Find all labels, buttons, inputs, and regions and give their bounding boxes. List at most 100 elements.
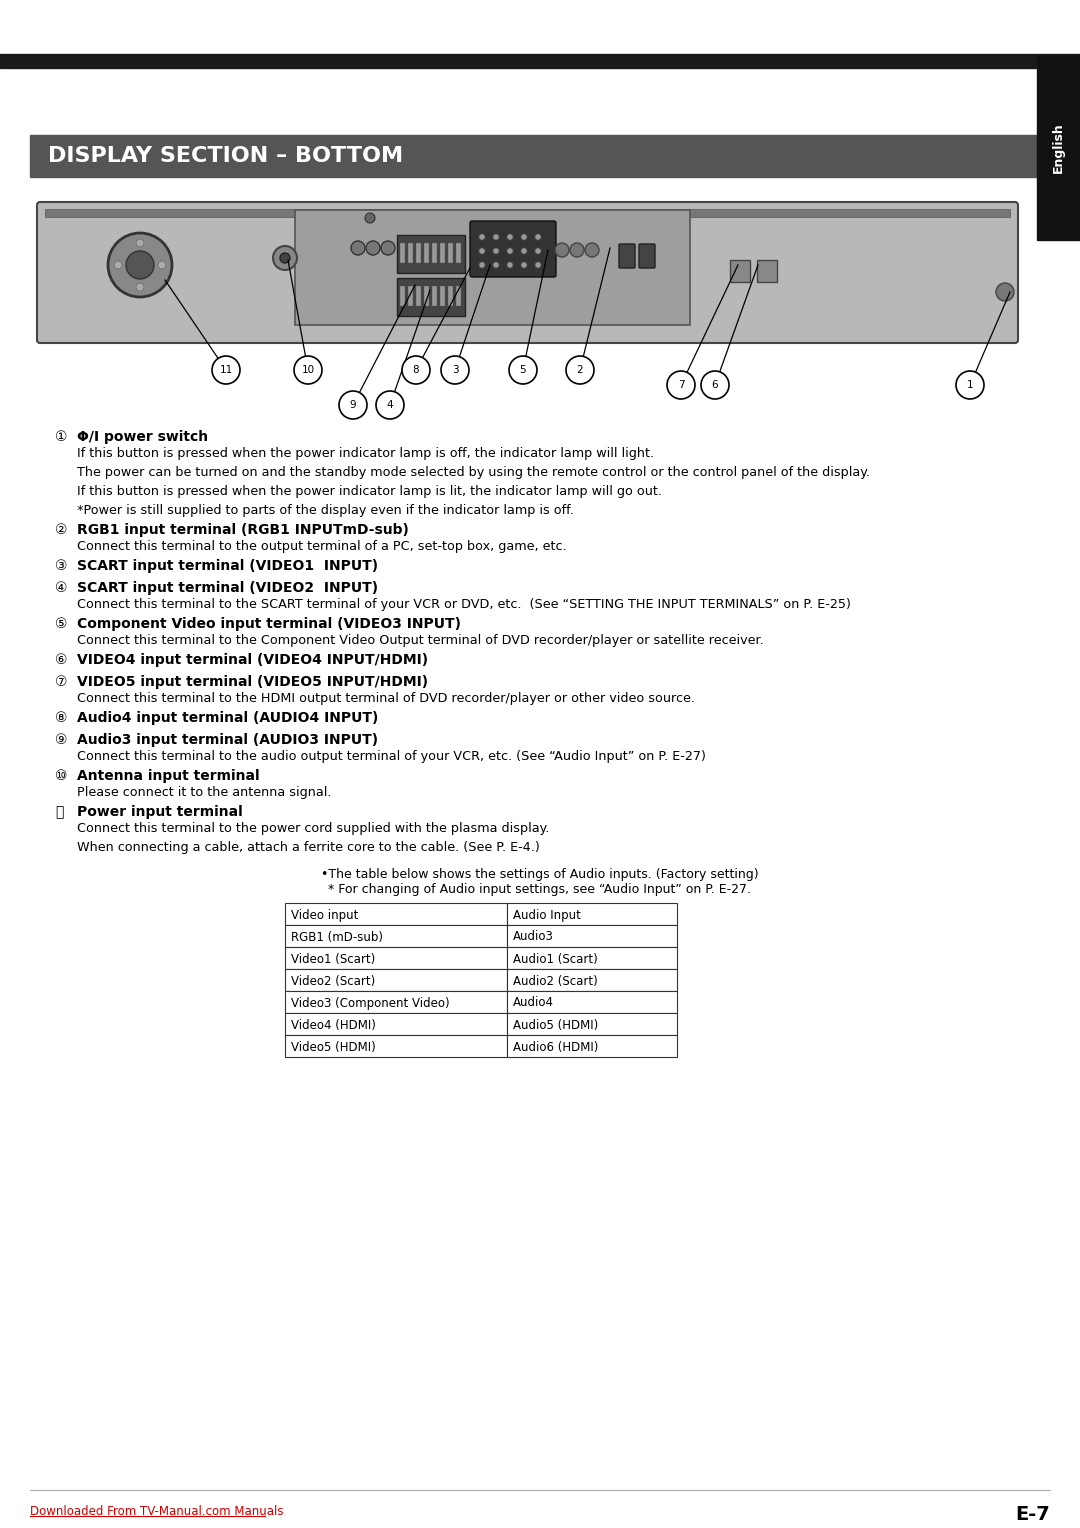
Text: 8: 8 (413, 365, 419, 374)
Text: •The table below shows the settings of Audio inputs. (Factory setting): •The table below shows the settings of A… (321, 868, 759, 882)
Text: SCART input terminal (VIDEO1  INPUT): SCART input terminal (VIDEO1 INPUT) (77, 559, 378, 573)
Bar (507, 969, 677, 992)
Circle shape (555, 243, 569, 257)
Text: ③: ③ (55, 559, 67, 573)
Circle shape (535, 248, 541, 254)
Bar (0, 53, 1080, 69)
Text: ⑦: ⑦ (55, 675, 67, 689)
Bar (424, 286, 429, 306)
Text: Video5 (HDMI): Video5 (HDMI) (291, 1041, 376, 1053)
Bar (295, 209, 690, 325)
Text: Video input: Video input (291, 909, 359, 921)
Text: Video4 (HDMI): Video4 (HDMI) (291, 1019, 376, 1031)
FancyBboxPatch shape (470, 222, 556, 277)
Bar (285, 1034, 507, 1057)
Text: Audio5 (HDMI): Audio5 (HDMI) (513, 1019, 598, 1031)
Circle shape (212, 356, 240, 384)
Text: If this button is pressed when the power indicator lamp is off, the indicator la: If this button is pressed when the power… (77, 448, 654, 460)
Text: 3: 3 (451, 365, 458, 374)
Circle shape (441, 356, 469, 384)
Circle shape (108, 232, 172, 296)
FancyBboxPatch shape (37, 202, 1018, 342)
Bar (408, 243, 413, 263)
Text: 5: 5 (519, 365, 526, 374)
Text: Video2 (Scart): Video2 (Scart) (291, 975, 375, 987)
Text: ②: ② (55, 523, 67, 536)
Text: 1: 1 (967, 380, 973, 390)
Text: ⑧: ⑧ (55, 711, 67, 724)
Text: RGB1 input terminal (RGB1 INPUTmD-sub): RGB1 input terminal (RGB1 INPUTmD-sub) (77, 523, 409, 536)
Text: Audio6 (HDMI): Audio6 (HDMI) (513, 1041, 598, 1053)
Text: 2: 2 (577, 365, 583, 374)
Circle shape (566, 356, 594, 384)
Circle shape (507, 248, 513, 254)
Circle shape (507, 234, 513, 240)
Text: Audio2 (Scart): Audio2 (Scart) (513, 975, 597, 987)
Text: 9: 9 (350, 400, 356, 410)
Text: Downloaded From TV-Manual.com Manuals: Downloaded From TV-Manual.com Manuals (30, 1505, 283, 1517)
Text: Audio3 input terminal (AUDIO3 INPUT): Audio3 input terminal (AUDIO3 INPUT) (77, 733, 378, 747)
Text: *Power is still supplied to parts of the display even if the indicator lamp is o: *Power is still supplied to parts of the… (77, 504, 573, 516)
Bar (507, 1013, 677, 1034)
Text: Audio4 input terminal (AUDIO4 INPUT): Audio4 input terminal (AUDIO4 INPUT) (77, 711, 378, 724)
Circle shape (701, 371, 729, 399)
Bar (416, 286, 421, 306)
Text: 7: 7 (677, 380, 685, 390)
Circle shape (535, 234, 541, 240)
Text: Connect this terminal to the Component Video Output terminal of DVD recorder/pla: Connect this terminal to the Component V… (77, 634, 764, 646)
Bar (507, 903, 677, 924)
Circle shape (114, 261, 122, 269)
Circle shape (667, 371, 696, 399)
Text: SCART input terminal (VIDEO2  INPUT): SCART input terminal (VIDEO2 INPUT) (77, 581, 378, 594)
Text: Video3 (Component Video): Video3 (Component Video) (291, 996, 449, 1010)
Circle shape (507, 261, 513, 267)
Bar (757, 260, 777, 283)
Circle shape (956, 371, 984, 399)
Bar (456, 286, 461, 306)
Circle shape (158, 261, 166, 269)
Circle shape (570, 243, 584, 257)
Text: Audio Input: Audio Input (513, 909, 581, 921)
Text: Video1 (Scart): Video1 (Scart) (291, 952, 375, 966)
Circle shape (136, 238, 144, 248)
Text: Connect this terminal to the HDMI output terminal of DVD recorder/player or othe: Connect this terminal to the HDMI output… (77, 692, 696, 704)
Circle shape (280, 254, 291, 263)
Circle shape (376, 391, 404, 419)
Text: ⑨: ⑨ (55, 733, 67, 747)
Bar (1037, 55, 1080, 240)
Text: Connect this terminal to the audio output terminal of your VCR, etc. (See “Audio: Connect this terminal to the audio outpu… (77, 750, 706, 762)
Circle shape (365, 212, 375, 223)
Text: 4: 4 (387, 400, 393, 410)
Text: If this button is pressed when the power indicator lamp is lit, the indicator la: If this button is pressed when the power… (77, 484, 662, 498)
Circle shape (521, 261, 527, 267)
Bar (285, 969, 507, 992)
Text: RGB1 (mD-sub): RGB1 (mD-sub) (291, 931, 383, 943)
Text: Power input terminal: Power input terminal (77, 805, 243, 819)
Circle shape (351, 241, 365, 255)
Circle shape (585, 243, 599, 257)
Circle shape (521, 234, 527, 240)
Text: 6: 6 (712, 380, 718, 390)
Bar (432, 243, 437, 263)
Bar (285, 924, 507, 947)
Circle shape (402, 356, 430, 384)
Text: When connecting a cable, attach a ferrite core to the cable. (See P. E-4.): When connecting a cable, attach a ferrit… (77, 840, 540, 854)
Text: E-7: E-7 (1015, 1505, 1050, 1523)
Bar (285, 992, 507, 1013)
Text: Component Video input terminal (VIDEO3 INPUT): Component Video input terminal (VIDEO3 I… (77, 617, 461, 631)
Circle shape (492, 234, 499, 240)
Circle shape (136, 283, 144, 290)
Bar (408, 286, 413, 306)
Text: ⑤: ⑤ (55, 617, 67, 631)
Text: 11: 11 (219, 365, 232, 374)
Bar (400, 243, 405, 263)
Bar (440, 286, 445, 306)
Bar (448, 243, 453, 263)
Circle shape (339, 391, 367, 419)
Bar (285, 903, 507, 924)
Text: Please connect it to the antenna signal.: Please connect it to the antenna signal. (77, 785, 332, 799)
Text: VIDEO5 input terminal (VIDEO5 INPUT/HDMI): VIDEO5 input terminal (VIDEO5 INPUT/HDMI… (77, 675, 428, 689)
Text: Connect this terminal to the output terminal of a PC, set-top box, game, etc.: Connect this terminal to the output term… (77, 539, 567, 553)
Text: The power can be turned on and the standby mode selected by using the remote con: The power can be turned on and the stand… (77, 466, 870, 478)
Text: * For changing of Audio input settings, see “Audio Input” on P. E-27.: * For changing of Audio input settings, … (328, 883, 752, 895)
